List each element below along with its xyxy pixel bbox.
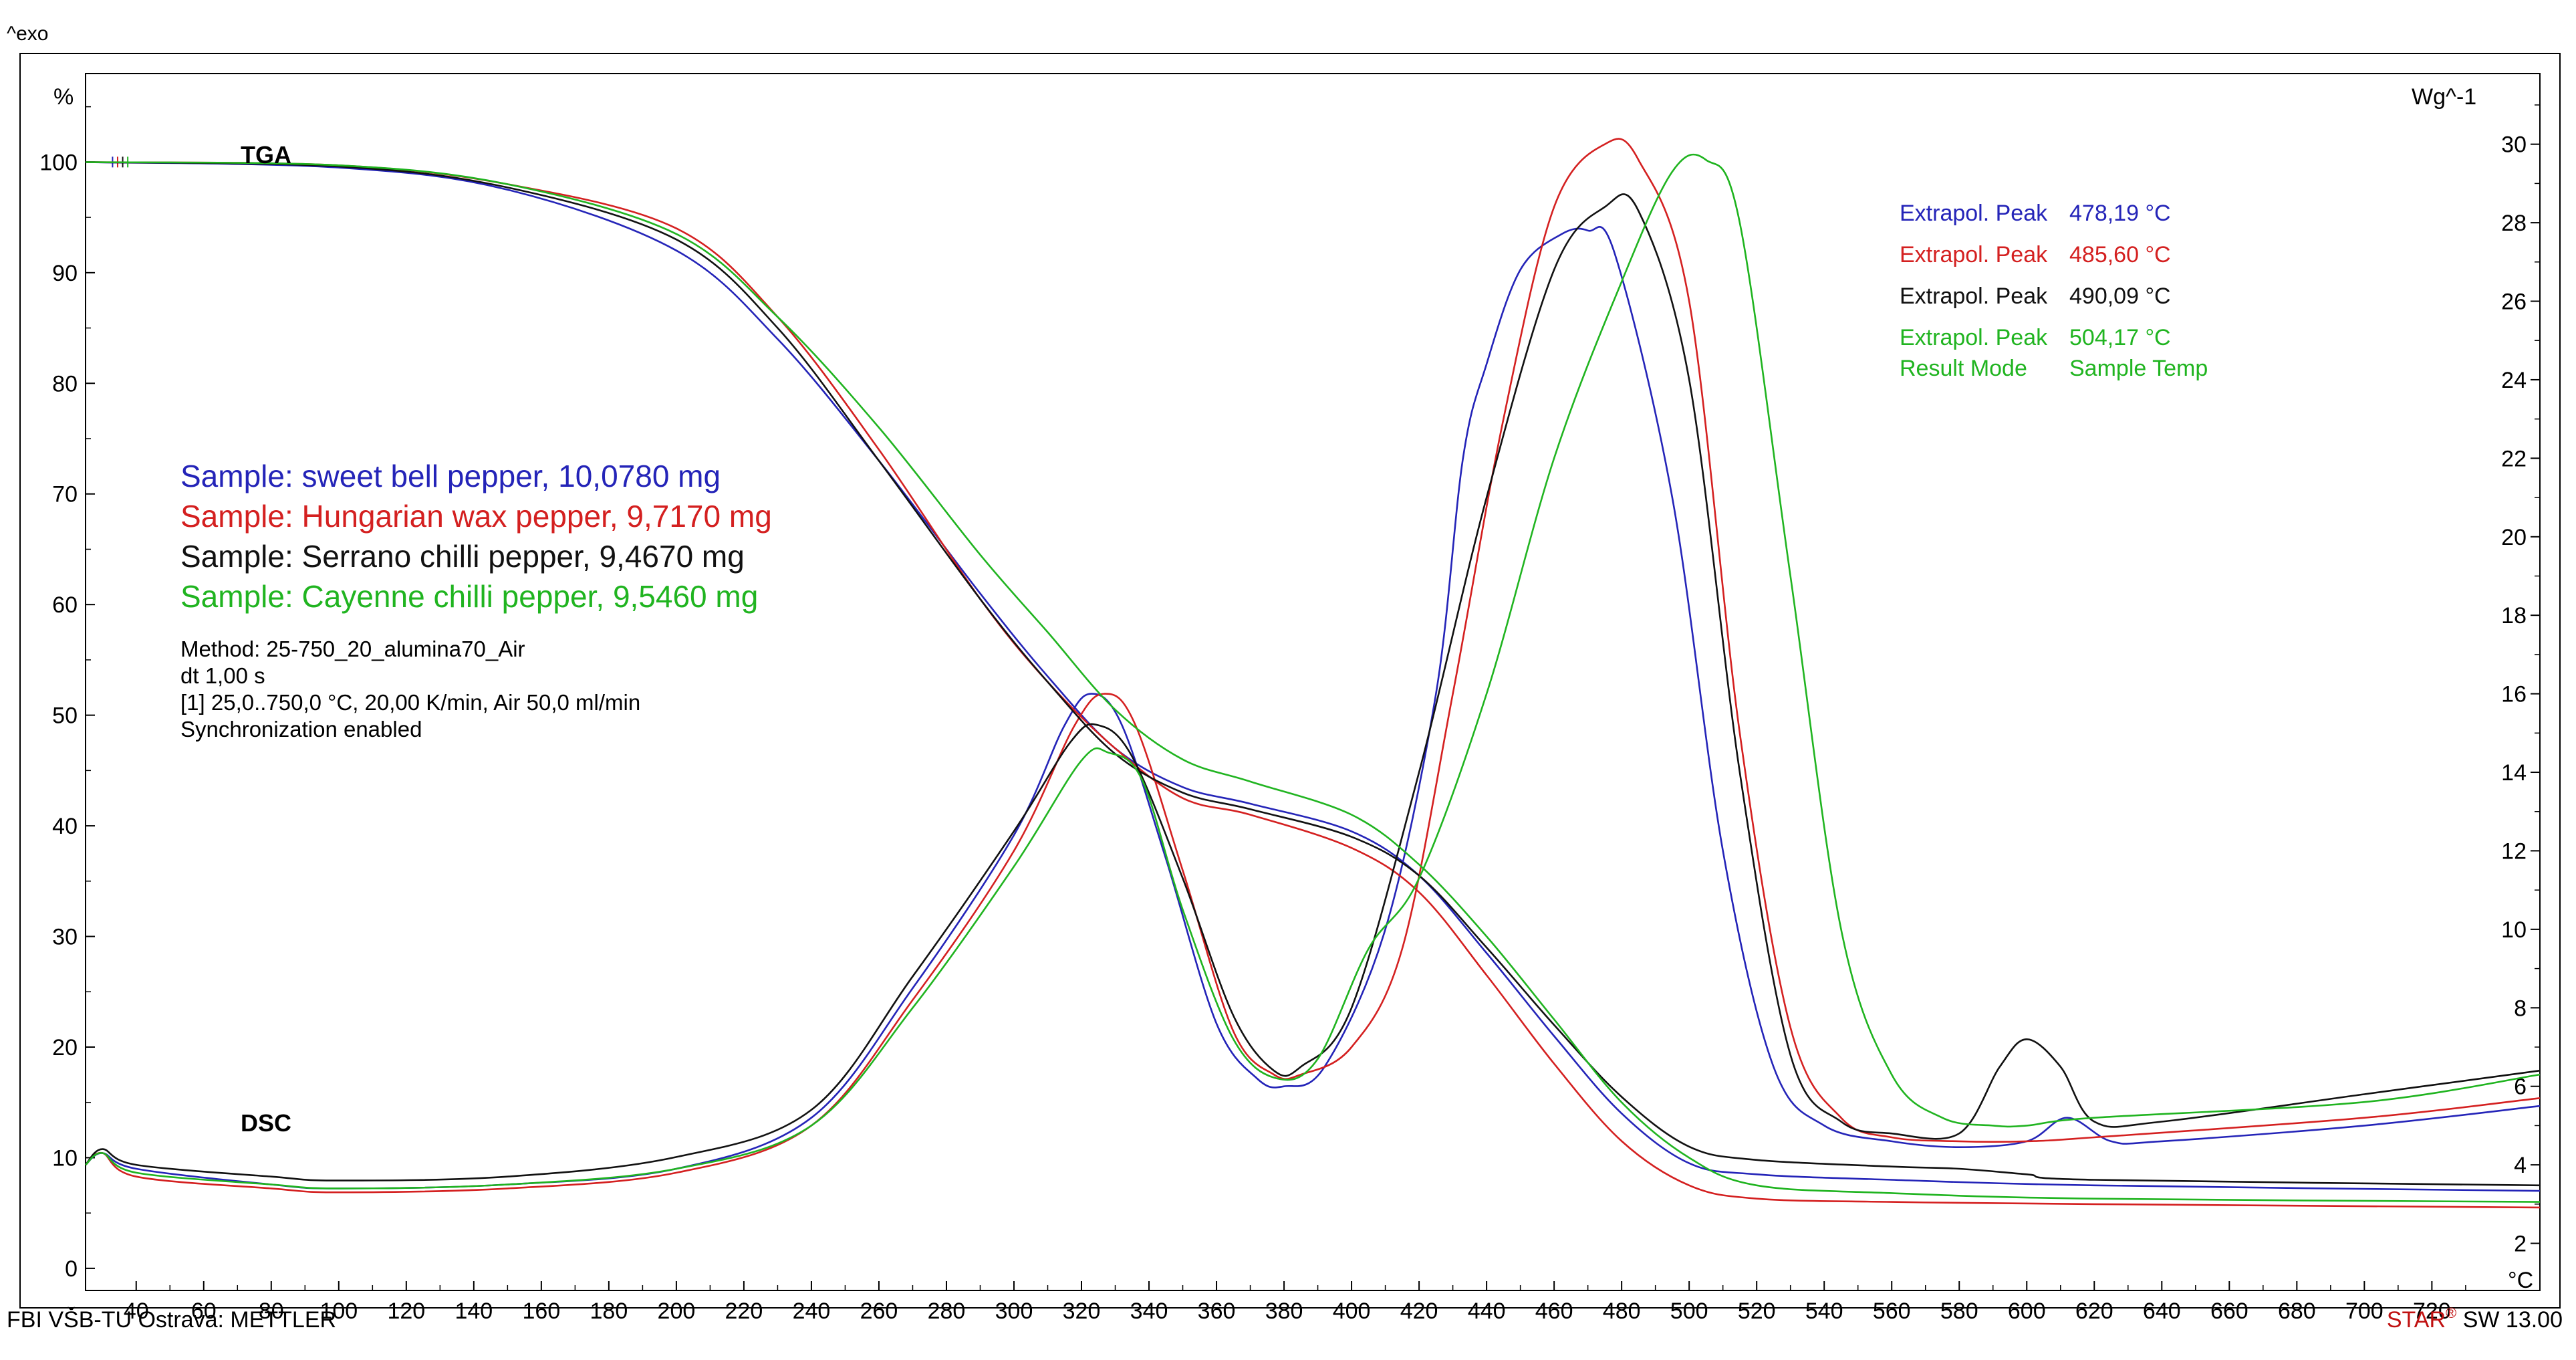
y-right-tick-label: 8 <box>2514 996 2527 1021</box>
x-tick-label: 400 <box>1333 1298 1371 1324</box>
plot-area <box>85 73 2541 1291</box>
peak-label-1: Extrapol. Peak <box>1900 201 2048 226</box>
x-tick-label: 540 <box>1805 1298 1843 1324</box>
tga-curve-label: TGA <box>241 141 291 168</box>
method-line-2: dt 1,00 s <box>180 663 265 688</box>
y-right-tick-label: 14 <box>2501 760 2527 786</box>
y-right-tick-label: 28 <box>2501 211 2527 236</box>
y-right-tick-label: 22 <box>2501 446 2527 471</box>
dsc-curve-label: DSC <box>241 1109 291 1137</box>
y-right-tick-label: 30 <box>2501 132 2527 158</box>
peak-value-4: 504,17 °C <box>2069 325 2171 350</box>
y-left-unit: % <box>53 84 74 110</box>
x-tick-label: 380 <box>1265 1298 1303 1324</box>
tga-line-series-2 <box>85 161 2541 1209</box>
x-tick-label: 120 <box>387 1298 425 1324</box>
x-tick-label: 440 <box>1468 1298 1506 1324</box>
footer-right: STAR® SW 13.00 <box>2387 1305 2563 1333</box>
peak-annotations: Extrapol. Peak 478,19 °C Extrapol. Peak 485… <box>1900 201 2208 381</box>
x-tick-label: 580 <box>1940 1298 1978 1324</box>
y-right-tick-label: 4 <box>2514 1153 2527 1178</box>
x-tick-label: 40 <box>124 1298 149 1324</box>
y-left-tick-label: 90 <box>52 261 78 286</box>
x-tick-label: 280 <box>928 1298 966 1324</box>
tga-line-series-4 <box>85 161 2541 1203</box>
result-mode-value: Sample Temp <box>2069 356 2208 381</box>
y-left-tick-label: 70 <box>52 482 78 507</box>
legend-sample-2: Sample: Hungarian wax pepper, 9,7170 mg <box>180 499 772 534</box>
y-right-tick-label: 2 <box>2514 1232 2527 1257</box>
x-tick-label: 60 <box>191 1298 217 1324</box>
y-left-tick-label: 30 <box>52 925 78 950</box>
x-tick-label: 640 <box>2143 1298 2181 1324</box>
y-left-tick-label: 60 <box>52 592 78 618</box>
tga-line-series-3 <box>85 161 2541 1187</box>
x-tick-label: 180 <box>590 1298 628 1324</box>
x-tick-label: 340 <box>1130 1298 1168 1324</box>
result-mode-label: Result Mode <box>1900 356 2027 381</box>
legend-sample-4: Sample: Cayenne chilli pepper, 9,5460 mg <box>180 579 758 614</box>
y-right-tick-label: 16 <box>2501 682 2527 707</box>
x-tick-label: 140 <box>455 1298 493 1324</box>
x-tick-label: 620 <box>2075 1298 2113 1324</box>
x-tick-label: 80 <box>259 1298 284 1324</box>
x-tick-label: 680 <box>2278 1298 2316 1324</box>
x-tick-label: 720 <box>2413 1298 2451 1324</box>
peak-value-1: 478,19 °C <box>2069 201 2171 226</box>
y-left-tick-label: 20 <box>52 1035 78 1060</box>
dsc-line-series-2 <box>85 138 2541 1194</box>
dsc-line-series-4 <box>85 153 2541 1189</box>
x-tick-label: 160 <box>523 1298 561 1324</box>
x-tick-label: 420 <box>1400 1298 1438 1324</box>
y-left-tick-label: 40 <box>52 814 78 839</box>
y-right-tick-label: 20 <box>2501 525 2527 550</box>
peak-value-3: 490,09 °C <box>2069 284 2171 309</box>
y-left-tick-label: 0 <box>65 1256 78 1282</box>
x-tick-label: 240 <box>793 1298 831 1324</box>
method-line-1: Method: 25-750_20_alumina70_Air <box>180 637 525 661</box>
tga-line-series-1 <box>85 161 2541 1192</box>
x-tick-label: 700 <box>2345 1298 2384 1324</box>
dsc-line-series-3 <box>85 193 2541 1181</box>
y-left-tick-label: 80 <box>52 371 78 396</box>
y-right-tick-label: 12 <box>2501 838 2527 864</box>
y-right-tick-label: 24 <box>2501 368 2527 393</box>
legend-sample-1: Sample: sweet bell pepper, 10,0780 mg <box>180 459 721 493</box>
x-tick-label: 560 <box>1873 1298 1911 1324</box>
footer-left: FBI VŠB-TU Ostrava: METTLER <box>7 1307 336 1333</box>
x-tick-label: 300 <box>995 1298 1033 1324</box>
peak-label-3: Extrapol. Peak <box>1900 284 2048 309</box>
y-left-tick-label: 50 <box>52 703 78 729</box>
x-unit: °C <box>2508 1268 2533 1293</box>
y-left-tick-label: 10 <box>52 1145 78 1171</box>
x-tick-label: 100 <box>319 1298 358 1324</box>
y-right-unit: Wg^-1 <box>2412 84 2476 110</box>
exo-label: ^exo <box>7 23 48 45</box>
method-line-3: [1] 25,0..750,0 °C, 20,00 K/min, Air 50,… <box>180 690 640 715</box>
x-tick-label: 520 <box>1738 1298 1776 1324</box>
y-right-tick-label: 26 <box>2501 290 2527 315</box>
y-right-tick-label: 10 <box>2501 917 2527 943</box>
peak-value-2: 485,60 °C <box>2069 242 2171 267</box>
x-tick-label: 360 <box>1198 1298 1236 1324</box>
x-tick-label: 480 <box>1603 1298 1641 1324</box>
x-tick-label: 660 <box>2210 1298 2248 1324</box>
sample-legend: Sample: sweet bell pepper, 10,0780 mg Sam… <box>180 459 772 742</box>
peak-label-4: Extrapol. Peak <box>1900 325 2048 350</box>
legend-sample-3: Sample: Serrano chilli pepper, 9,4670 mg <box>180 539 745 574</box>
x-tick-label: 260 <box>860 1298 898 1324</box>
peak-label-2: Extrapol. Peak <box>1900 242 2048 267</box>
x-tick-label: 200 <box>658 1298 696 1324</box>
x-tick-label: 220 <box>725 1298 763 1324</box>
x-tick-label: 460 <box>1535 1298 1573 1324</box>
y-right-tick-label: 6 <box>2514 1074 2527 1100</box>
method-line-4: Synchronization enabled <box>180 717 422 742</box>
y-right-tick-label: 18 <box>2501 603 2527 629</box>
x-tick-label: 320 <box>1063 1298 1101 1324</box>
x-tick-label: 600 <box>2008 1298 2046 1324</box>
x-tick-label: 500 <box>1670 1298 1708 1324</box>
outer-frame <box>19 53 2561 1309</box>
y-left-tick-label: 100 <box>39 150 78 175</box>
